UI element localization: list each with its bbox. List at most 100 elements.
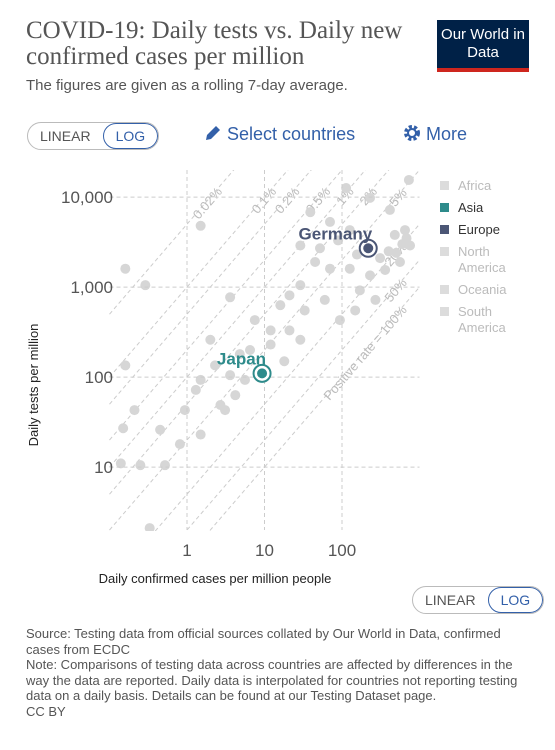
point-label: Japan [217,349,266,368]
legend-swatch [440,285,449,294]
highlight-point [363,243,374,254]
x-log-button[interactable]: LOG [487,587,544,613]
faded-point [120,360,131,371]
title: COVID-19: Daily tests vs. Daily new conf… [26,17,403,70]
legend-label: South America [458,304,506,335]
rate-line [185,259,420,531]
faded-point [391,247,402,258]
faded-point [220,405,231,416]
legend-label: Oceania [458,282,507,297]
faded-point [341,183,352,194]
faded-point [205,334,216,345]
faded-point [249,315,260,326]
legend-label: Africa [458,178,492,193]
faded-point [135,460,146,471]
rate-line [109,170,366,468]
faded-point [310,257,321,268]
faded-point [334,315,345,326]
faded-point [384,204,395,215]
legend-label-line: America [458,260,506,275]
rate-label: 50% [381,275,410,305]
subtitle: The figures are given as a rolling 7-day… [26,77,348,94]
select-countries-label: Select countries [227,124,356,144]
x-tick-label: 1 [182,541,191,560]
more[interactable]: More [403,124,467,145]
faded-point [225,370,236,381]
rate-line [208,286,420,531]
rate-line [109,170,289,378]
legend-swatch [440,247,449,256]
faded-point [120,263,131,274]
faded-point [190,384,201,395]
faded-point [344,263,355,274]
gear-icon [404,125,420,141]
faded-point [179,405,190,416]
rate-label: Positive rate = 100% [320,302,410,403]
faded-point [195,220,206,231]
legend-swatch [440,225,449,234]
legend-label: Asia [458,200,484,215]
select-countries[interactable]: Select countries [204,124,355,145]
faded-point [234,349,245,360]
faded-point [314,243,325,254]
faded-point [324,263,335,274]
faded-point [344,225,355,236]
faded-point [375,253,386,264]
faded-point [279,356,290,367]
legend-label-line: South [458,304,492,319]
faded-point [144,523,155,531]
y-axis-label: Daily tests per million [26,324,41,447]
faded-point [230,390,241,401]
faded-point [265,339,276,350]
y-tick-label: 100 [85,368,113,387]
logo[interactable]: Our World in Data [437,20,529,72]
note: Note: Comparisons of testing data across… [26,657,518,703]
faded-point [129,405,140,416]
legend-swatch [440,203,449,212]
faded-point [354,285,365,296]
log-button[interactable]: LOG [102,123,159,149]
linear-button[interactable]: LINEAR [40,128,91,144]
legend-label-line: America [458,320,506,335]
faded-point [319,294,330,305]
rate-line [154,223,420,531]
faded-point [118,423,129,434]
rate-label: 0.02% [190,184,226,222]
faded-point [140,280,151,291]
faded-point [350,305,361,316]
rate-line [109,170,235,315]
x-tick-label: 100 [328,541,356,560]
faded-point [115,458,126,469]
x-linear-button[interactable]: LINEAR [425,592,476,608]
legend-swatch [440,307,449,316]
more-label: More [426,124,468,144]
chart: Daily tests per million Daily confirmed … [26,170,507,586]
faded-point [245,345,256,355]
faded-point [210,360,221,371]
faded-point [195,429,206,440]
y-tick-label: 10,000 [61,188,113,207]
faded-point [389,229,400,240]
faded-point [380,264,391,275]
faded-point [275,300,286,311]
legend-label: Europe [458,222,500,237]
footer: Source: Testing data from official sourc… [26,626,536,719]
rate-line [109,170,420,531]
rate-label: 0.2% [272,184,303,217]
rate-line [109,170,343,441]
x-axis-label: Daily confirmed cases per million people [99,571,332,586]
y-tick-label: 1,000 [70,278,113,297]
scale-toggle: LINEAR LOG [27,122,160,150]
faded-point [295,240,306,251]
x-tick-label: 10 [255,541,274,560]
faded-point [299,305,310,316]
legend-swatch [440,181,449,190]
faded-point [365,192,376,203]
faded-point [324,216,335,227]
faded-point [394,257,405,268]
faded-point [174,439,185,450]
faded-point [383,246,394,257]
faded-point [284,290,295,301]
faded-point [295,280,306,291]
